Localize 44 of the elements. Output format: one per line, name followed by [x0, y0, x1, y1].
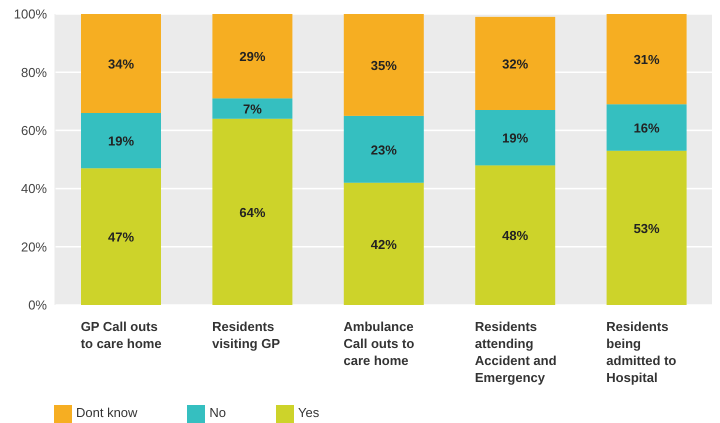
data-label: 31% — [634, 52, 660, 68]
y-tick-label: 60% — [20, 123, 48, 138]
bar — [81, 168, 161, 305]
bar — [606, 150, 687, 305]
bar — [475, 16, 556, 110]
legend-label: No — [209, 405, 226, 420]
bar — [475, 165, 556, 305]
x-tick-label: Residents attending Accident and Emergency — [474, 319, 557, 385]
bar — [81, 14, 161, 113]
bar — [344, 182, 424, 305]
bar — [475, 110, 556, 166]
data-label: 19% — [108, 134, 134, 149]
legend-label: Yes — [298, 405, 320, 420]
y-tick-label: 80% — [20, 64, 48, 80]
y-tick-label: 40% — [20, 181, 48, 196]
y-tick-label: 100% — [14, 6, 48, 22]
data-label: 16% — [634, 120, 660, 136]
x-tick-label: GP Call outs to care home — [80, 319, 162, 351]
bar — [212, 98, 292, 119]
y-tick-label: 0% — [28, 298, 48, 313]
bar — [344, 116, 424, 183]
data-label: 53% — [634, 220, 660, 236]
x-tick-label: Ambulance Call outs to care home — [344, 319, 414, 368]
x-tick-label: Residents being admitted to Hospital — [606, 319, 676, 385]
data-label: 29% — [239, 49, 266, 64]
data-label: 23% — [370, 142, 398, 158]
bar — [344, 14, 424, 116]
legend-label: Dont know — [76, 405, 138, 420]
y-tick-label: 20% — [20, 239, 48, 254]
bar — [606, 14, 687, 104]
data-label: 7% — [243, 102, 262, 117]
bar — [212, 118, 292, 305]
bar — [606, 104, 687, 151]
bar — [212, 14, 292, 98]
bar — [81, 112, 161, 168]
data-label: 48% — [502, 228, 529, 244]
data-label: 64% — [239, 204, 266, 220]
data-label: 47% — [108, 230, 134, 245]
data-label: 19% — [502, 130, 529, 146]
data-label: 35% — [370, 58, 398, 73]
data-label: 34% — [108, 56, 134, 72]
x-tick-label: Residents visiting GP — [212, 319, 280, 351]
data-label: 42% — [370, 236, 398, 252]
data-label: 32% — [502, 56, 529, 72]
